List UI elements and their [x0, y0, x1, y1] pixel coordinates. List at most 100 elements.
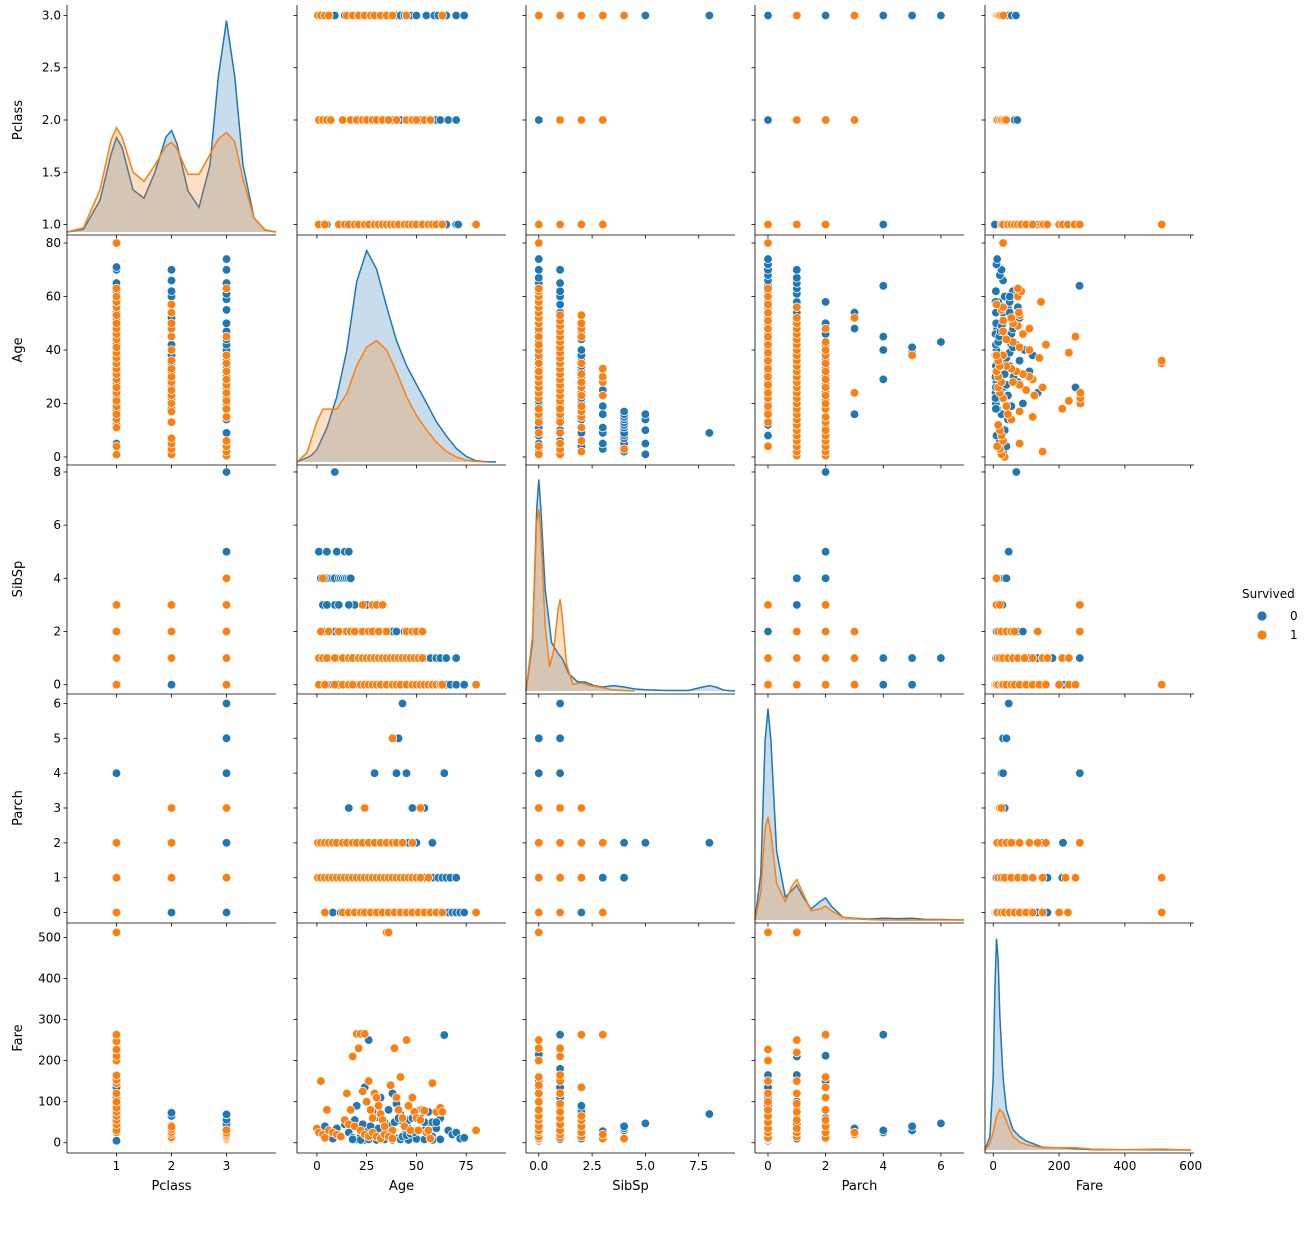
scatter-point: [907, 10, 917, 21]
scatter-point: [598, 838, 608, 848]
scatter-point: [1070, 331, 1081, 342]
scatter-point: [451, 115, 461, 125]
scatter-point: [425, 1133, 436, 1144]
scatter-point: [344, 803, 354, 813]
scatter-point: [534, 331, 544, 342]
scatter-point: [111, 318, 122, 328]
y-tick-label: 2: [53, 625, 61, 639]
scatter-point: [792, 313, 802, 323]
scatter-point: [1001, 115, 1011, 125]
scatter-point: [820, 626, 831, 637]
scatter-point: [534, 1088, 544, 1099]
scatter-point: [576, 1030, 587, 1040]
scatter-point: [555, 907, 565, 918]
scatter-point: [419, 1106, 430, 1116]
scatter-point: [555, 1070, 565, 1080]
scatter-point: [820, 366, 831, 377]
scatter-point: [763, 1088, 773, 1099]
legend-title: Survived: [1242, 587, 1295, 601]
scatter-point: [320, 907, 330, 918]
kde-fill-fare-1: [985, 1109, 1191, 1150]
x-tick-label: 2.5: [583, 1159, 602, 1173]
scatter-point: [407, 1092, 418, 1103]
x-tick-label: 7.5: [689, 1159, 708, 1173]
scatter-point: [360, 803, 370, 813]
scatter-point: [1064, 653, 1074, 663]
scatter-point: [1014, 307, 1024, 318]
scatter-point: [576, 873, 587, 883]
scatter-point: [111, 1030, 122, 1040]
scatter-point: [322, 653, 332, 663]
scatter-point: [326, 115, 336, 125]
scatter-point: [439, 768, 449, 778]
scatter-point: [1042, 219, 1052, 230]
scatter-point: [166, 307, 177, 318]
scatter-point: [878, 345, 888, 355]
scatter-point: [397, 1113, 408, 1123]
scatter-point: [111, 441, 122, 451]
scatter-point: [576, 10, 587, 21]
scatter-point: [763, 307, 773, 318]
scatter-point: [598, 372, 608, 382]
scatter-point: [792, 600, 802, 610]
scatter-point: [598, 10, 608, 21]
scatter-point: [598, 364, 608, 374]
scatter-point: [820, 1030, 831, 1040]
scatter-point: [221, 838, 232, 848]
scatter-point: [423, 873, 434, 883]
scatter-point: [320, 680, 330, 690]
scatter-point: [849, 1127, 860, 1138]
scatter-point: [995, 600, 1005, 610]
scatter-point: [1018, 626, 1028, 637]
scatter-point: [534, 283, 544, 294]
scatter-point: [1009, 626, 1020, 637]
scatter-point: [792, 680, 802, 690]
kde-fill-parch-0: [755, 708, 964, 920]
scatter-point: [763, 364, 773, 374]
x-tick-label: 400: [1113, 1159, 1136, 1173]
scatter-point: [763, 600, 773, 610]
scatter-point: [1004, 698, 1014, 709]
scatter-point: [330, 467, 340, 477]
scatter-point: [221, 1109, 232, 1120]
scatter-point: [763, 372, 773, 382]
scatter-point: [820, 653, 831, 663]
scatter-point: [471, 1125, 481, 1136]
scatter-point: [555, 115, 565, 125]
scatter-point: [1006, 313, 1016, 323]
scatter-point: [576, 369, 587, 379]
scatter-point: [1157, 219, 1167, 230]
scatter-point: [435, 1134, 445, 1145]
scatter-point: [534, 449, 544, 459]
scatter-point: [849, 653, 860, 663]
scatter-point: [763, 626, 773, 637]
scatter-point: [792, 1047, 802, 1058]
scatter-point: [640, 1118, 651, 1129]
scatter-point: [936, 10, 946, 21]
scatter-point: [534, 404, 544, 414]
scatter-point: [437, 680, 447, 690]
scatter-point: [820, 600, 831, 610]
panel-pclass-vs-pclass: [66, 20, 277, 233]
scatter-point: [1008, 377, 1018, 387]
x-tick-label: 25: [359, 1159, 374, 1173]
scatter-point: [1001, 334, 1012, 344]
scatter-point: [576, 907, 587, 918]
scatter-point: [221, 305, 232, 315]
scatter-point: [369, 768, 380, 778]
scatter-point: [849, 680, 860, 690]
kde-fill-pclass-1: [67, 127, 276, 232]
y-tick-label: 4: [53, 766, 61, 780]
scatter-point: [704, 1109, 715, 1119]
scatter-point: [166, 1108, 177, 1118]
scatter-point: [792, 653, 802, 663]
kde-fill-fare-0: [985, 938, 1191, 1150]
scatter-point: [427, 1078, 438, 1088]
scatter-point: [820, 297, 831, 307]
scatter-point: [640, 409, 651, 419]
scatter-point: [1029, 390, 1040, 401]
scatter-point: [576, 1082, 587, 1092]
scatter-point: [1064, 396, 1074, 406]
scatter-point: [763, 340, 773, 350]
scatter-point: [576, 345, 587, 355]
